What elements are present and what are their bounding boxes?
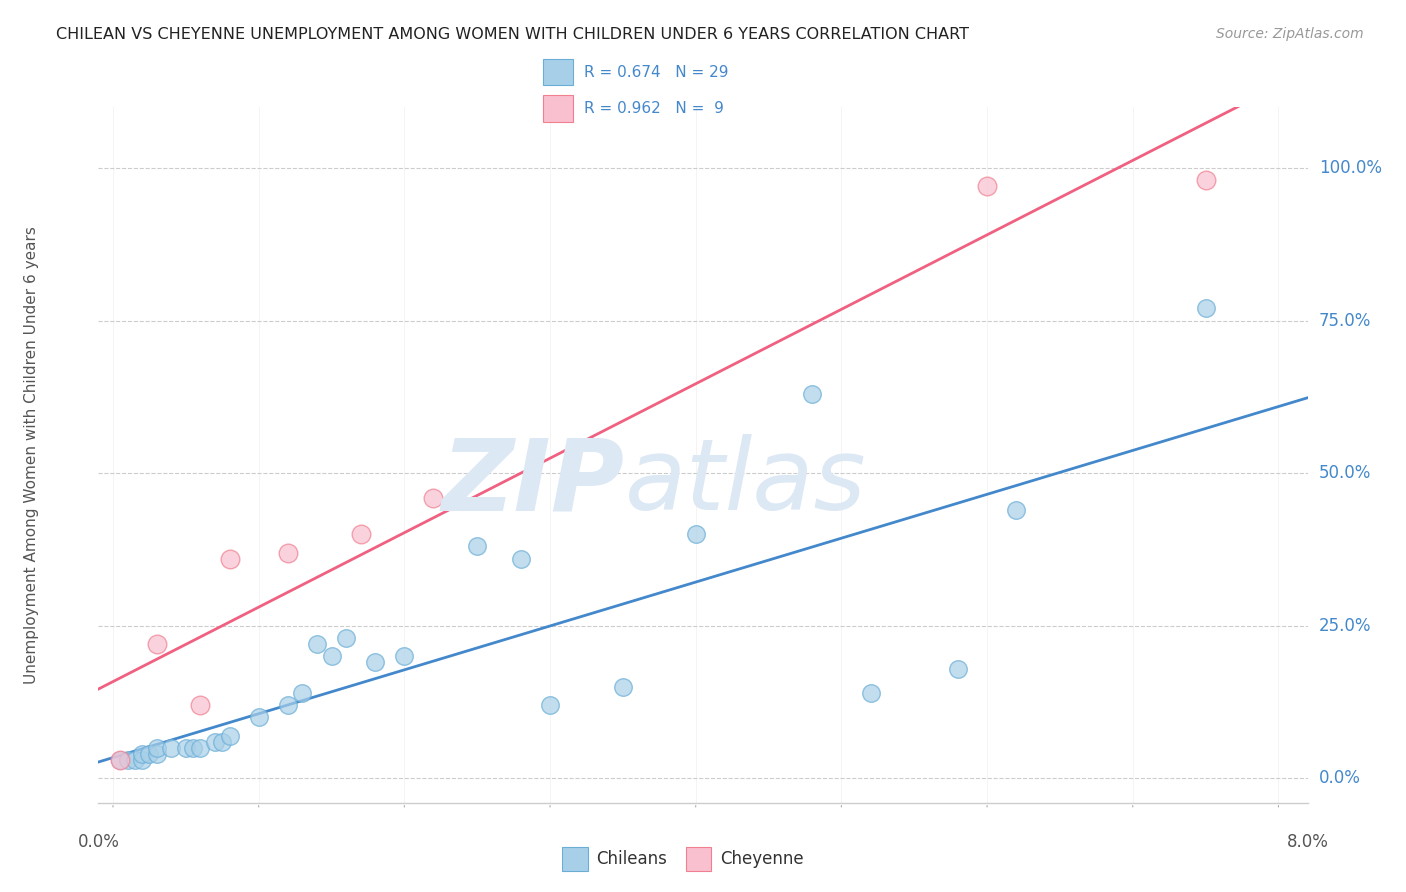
Point: [305, 637, 328, 651]
Point: [145, 637, 167, 651]
Bar: [543, 95, 572, 122]
Point: [174, 740, 197, 755]
Point: [1005, 503, 1028, 517]
Point: [509, 551, 531, 566]
Point: [277, 545, 299, 559]
Point: [218, 729, 240, 743]
Point: [465, 540, 488, 554]
Point: [335, 631, 357, 645]
Text: R = 0.962   N =  9: R = 0.962 N = 9: [585, 101, 724, 116]
Point: [612, 680, 634, 694]
Point: [190, 698, 212, 713]
Text: 100.0%: 100.0%: [1319, 159, 1382, 178]
Point: [394, 649, 416, 664]
Text: Cheyenne: Cheyenne: [720, 849, 803, 868]
Point: [538, 698, 561, 713]
Text: 50.0%: 50.0%: [1319, 464, 1371, 483]
Text: R = 0.674   N = 29: R = 0.674 N = 29: [585, 64, 728, 79]
Point: [190, 740, 212, 755]
Point: [976, 179, 998, 194]
Point: [277, 698, 299, 713]
Point: [204, 735, 226, 749]
Point: [422, 491, 444, 505]
Text: Unemployment Among Women with Children Under 6 years: Unemployment Among Women with Children U…: [24, 226, 39, 684]
Point: [181, 740, 204, 755]
Point: [131, 747, 153, 761]
Point: [218, 551, 240, 566]
Point: [801, 387, 824, 401]
Point: [110, 753, 132, 767]
Point: [1194, 173, 1216, 187]
Text: ZIP: ZIP: [441, 434, 624, 532]
Point: [321, 649, 343, 664]
Text: 0.0%: 0.0%: [1319, 770, 1361, 788]
Point: [946, 661, 969, 675]
Point: [131, 753, 153, 767]
Point: [859, 686, 882, 700]
Point: [1194, 301, 1216, 316]
Point: [110, 753, 132, 767]
Point: [364, 656, 387, 670]
Point: [117, 753, 139, 767]
Point: [145, 740, 167, 755]
Bar: [686, 847, 711, 871]
Text: 25.0%: 25.0%: [1319, 616, 1371, 635]
Point: [145, 747, 167, 761]
Text: Source: ZipAtlas.com: Source: ZipAtlas.com: [1216, 27, 1364, 41]
Text: atlas: atlas: [624, 434, 866, 532]
Point: [138, 747, 160, 761]
Point: [291, 686, 314, 700]
Text: 8.0%: 8.0%: [1286, 833, 1329, 851]
Point: [247, 710, 270, 724]
Point: [685, 527, 707, 541]
Point: [160, 740, 183, 755]
Text: CHILEAN VS CHEYENNE UNEMPLOYMENT AMONG WOMEN WITH CHILDREN UNDER 6 YEARS CORRELA: CHILEAN VS CHEYENNE UNEMPLOYMENT AMONG W…: [56, 27, 969, 42]
Bar: [543, 59, 572, 86]
Text: 0.0%: 0.0%: [77, 833, 120, 851]
Point: [350, 527, 373, 541]
Bar: [562, 847, 588, 871]
Text: Chileans: Chileans: [596, 849, 666, 868]
Point: [211, 735, 233, 749]
Point: [124, 753, 146, 767]
Text: 75.0%: 75.0%: [1319, 311, 1371, 330]
